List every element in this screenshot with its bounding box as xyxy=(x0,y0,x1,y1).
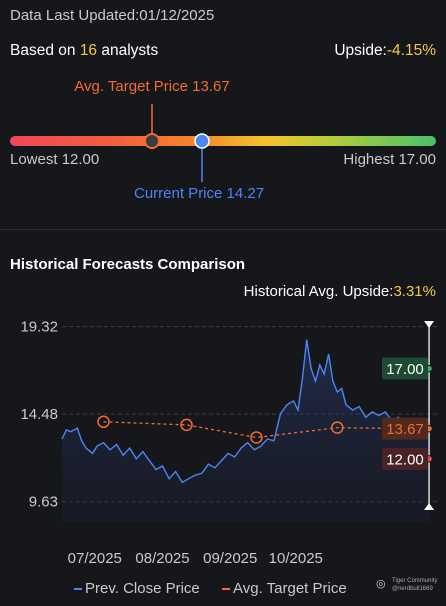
analyst-count-text: Based on 16 analysts xyxy=(10,42,158,60)
target-point xyxy=(331,421,344,434)
analyst-count: 16 xyxy=(79,42,98,59)
marker-box xyxy=(382,357,428,380)
current-price-label: Current Price 14.27 xyxy=(134,185,265,202)
marker-label: 13.67 xyxy=(386,421,424,438)
series-line-avg-target xyxy=(103,421,406,439)
updated-date: 01/12/2025 xyxy=(139,7,215,24)
target-point xyxy=(180,418,193,432)
target-point xyxy=(97,415,110,429)
data-updated-text: Data Last Updated:01/12/2025 xyxy=(10,7,214,24)
y-tick-label: 19.32 xyxy=(20,319,58,336)
based-prefix: Based on xyxy=(10,42,80,59)
upside-value: -4.15% xyxy=(386,42,436,59)
target-point xyxy=(250,431,263,444)
marker-label: 17.00 xyxy=(386,361,424,378)
watermark-brand: Tiger Community xyxy=(392,578,438,584)
based-suffix: analysts xyxy=(97,42,159,59)
legend-label-avg-target: Avg. Target Price xyxy=(233,580,347,597)
historical-upside: Historical Avg. Upside:3.31% xyxy=(244,283,436,300)
legend-label-prev-close: Prev. Close Price xyxy=(85,580,200,597)
historical-upside-label: Historical Avg. Upside: xyxy=(243,283,394,300)
watermark-handle: @nerdbull1669 xyxy=(392,586,433,592)
current-price-knob xyxy=(194,133,210,149)
section-divider xyxy=(0,229,446,230)
legend-prev-close[interactable]: Prev. Close Price xyxy=(74,580,200,597)
avg-target-label: Avg. Target Price 13.67 xyxy=(74,78,230,95)
bottom-arrow-icon xyxy=(424,503,435,510)
marker-box xyxy=(382,447,428,470)
y-tick-label: 9.63 xyxy=(29,494,58,511)
legend-swatch-prev-close xyxy=(74,588,82,591)
legend-swatch-avg-target xyxy=(222,588,230,591)
series-line-prev-close xyxy=(61,339,430,484)
tiger-logo-icon: ◎ xyxy=(376,578,386,590)
updated-label: Data Last Updated: xyxy=(10,7,140,24)
upside-text: Upside:-4.15% xyxy=(334,42,436,60)
highest-label: Highest 17.00 xyxy=(343,151,436,168)
y-tick-label: 14.48 xyxy=(20,406,58,423)
x-tick-label: 10/2025 xyxy=(269,550,323,567)
lowest-label: Lowest 12.00 xyxy=(10,151,100,168)
x-tick-label: 08/2025 xyxy=(135,550,189,567)
upside-label: Upside: xyxy=(334,42,387,59)
legend-avg-target[interactable]: Avg. Target Price xyxy=(222,580,347,597)
historical-title: Historical Forecasts Comparison xyxy=(10,256,246,273)
marker-box xyxy=(382,417,428,440)
top-arrow-icon xyxy=(424,321,435,328)
x-tick-label: 07/2025 xyxy=(68,550,122,567)
avg-target-knob xyxy=(144,133,160,149)
historical-chart: 19.32 14.48 9.63 07/2025 08/2025 09/2025 10/2… xyxy=(20,319,440,567)
watermark: Tiger Community @nerdbull1669 xyxy=(392,577,437,593)
price-range-bar xyxy=(10,136,436,146)
historical-upside-value: 3.31% xyxy=(393,283,436,300)
range-markers xyxy=(144,104,210,182)
price-area xyxy=(62,339,430,522)
marker-label: 12.00 xyxy=(386,451,424,468)
x-tick-label: 09/2025 xyxy=(203,550,257,567)
